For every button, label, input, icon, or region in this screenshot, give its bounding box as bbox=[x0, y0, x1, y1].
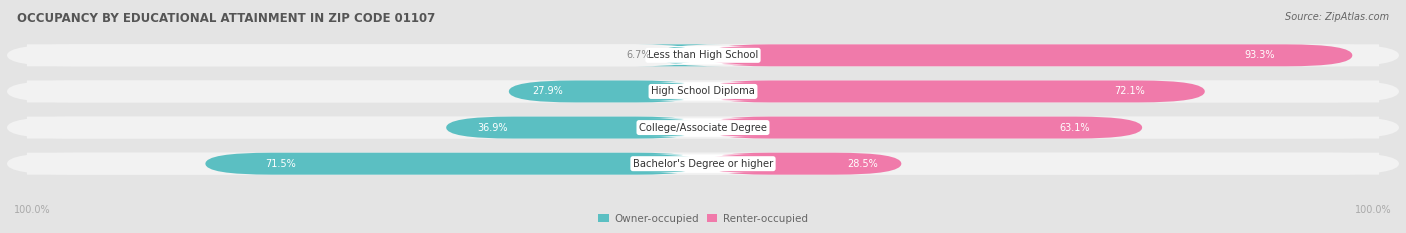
Text: 100.0%: 100.0% bbox=[1355, 205, 1392, 215]
Text: Less than High School: Less than High School bbox=[648, 50, 758, 60]
Text: Bachelor's Degree or higher: Bachelor's Degree or higher bbox=[633, 159, 773, 169]
Text: 93.3%: 93.3% bbox=[1244, 50, 1274, 60]
FancyBboxPatch shape bbox=[27, 44, 1379, 66]
FancyBboxPatch shape bbox=[647, 82, 758, 101]
FancyBboxPatch shape bbox=[703, 153, 901, 175]
FancyBboxPatch shape bbox=[7, 44, 1399, 66]
FancyBboxPatch shape bbox=[205, 153, 703, 175]
Text: 72.1%: 72.1% bbox=[1114, 86, 1144, 96]
Text: College/Associate Degree: College/Associate Degree bbox=[638, 123, 768, 133]
FancyBboxPatch shape bbox=[637, 44, 723, 66]
FancyBboxPatch shape bbox=[7, 80, 1399, 103]
FancyBboxPatch shape bbox=[446, 116, 703, 139]
Text: 71.5%: 71.5% bbox=[266, 159, 295, 169]
Text: 36.9%: 36.9% bbox=[477, 123, 508, 133]
FancyBboxPatch shape bbox=[703, 116, 1142, 139]
FancyBboxPatch shape bbox=[647, 154, 758, 173]
FancyBboxPatch shape bbox=[703, 80, 1205, 103]
FancyBboxPatch shape bbox=[647, 118, 758, 137]
FancyBboxPatch shape bbox=[27, 153, 1379, 175]
FancyBboxPatch shape bbox=[7, 153, 1399, 175]
Text: 27.9%: 27.9% bbox=[531, 86, 562, 96]
Text: 6.7%: 6.7% bbox=[626, 50, 651, 60]
Text: Source: ZipAtlas.com: Source: ZipAtlas.com bbox=[1285, 12, 1389, 22]
Text: 28.5%: 28.5% bbox=[846, 159, 877, 169]
Text: 63.1%: 63.1% bbox=[1059, 123, 1090, 133]
FancyBboxPatch shape bbox=[27, 80, 1379, 103]
FancyBboxPatch shape bbox=[27, 116, 1379, 139]
Text: High School Diploma: High School Diploma bbox=[651, 86, 755, 96]
Text: OCCUPANCY BY EDUCATIONAL ATTAINMENT IN ZIP CODE 01107: OCCUPANCY BY EDUCATIONAL ATTAINMENT IN Z… bbox=[17, 12, 434, 25]
Text: 100.0%: 100.0% bbox=[14, 205, 51, 215]
Legend: Owner-occupied, Renter-occupied: Owner-occupied, Renter-occupied bbox=[595, 209, 811, 228]
FancyBboxPatch shape bbox=[647, 46, 758, 65]
FancyBboxPatch shape bbox=[7, 116, 1399, 139]
FancyBboxPatch shape bbox=[509, 80, 703, 103]
FancyBboxPatch shape bbox=[703, 44, 1353, 66]
